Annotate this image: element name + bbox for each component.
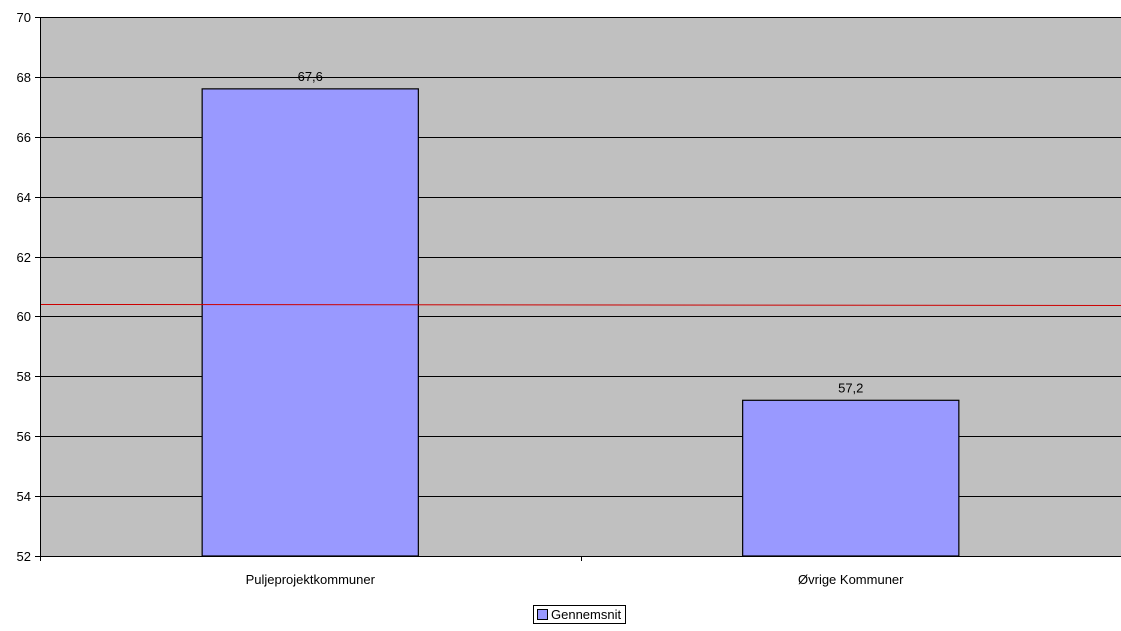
y-tick-label: 68 (17, 70, 31, 85)
legend: Gennemsnit (533, 605, 627, 624)
x-tick-label: Puljeprojektkommuner (246, 572, 376, 587)
y-tick-label: 54 (17, 489, 31, 504)
y-tick-label: 64 (17, 190, 31, 205)
reference-line (39, 303, 1121, 306)
y-tick-label: 52 (17, 549, 31, 564)
legend-label: Gennemsnit (551, 607, 622, 622)
y-tick-label: 62 (17, 250, 31, 265)
y-tick-label: 70 (17, 10, 31, 25)
bar (742, 399, 960, 557)
data-label: 57,2 (838, 380, 863, 395)
legend-swatch (537, 609, 548, 620)
y-tick-label: 56 (17, 429, 31, 444)
y-tick-label: 58 (17, 369, 31, 384)
bar (201, 88, 419, 557)
x-tick-label: Øvrige Kommuner (798, 572, 904, 587)
y-tick-label: 60 (17, 309, 31, 324)
data-label: 67,6 (298, 69, 323, 84)
y-tick-label: 66 (17, 130, 31, 145)
